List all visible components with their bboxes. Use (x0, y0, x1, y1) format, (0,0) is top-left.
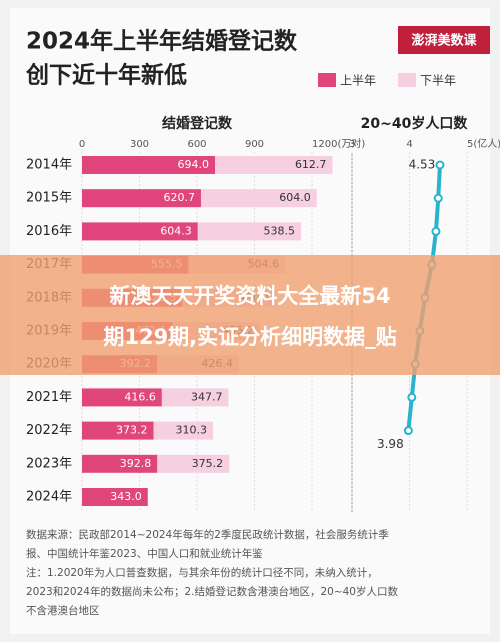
note: 2023和2024年的数据尚未公布；2.结婚登记数含港澳台地区，20~40岁人口… (26, 585, 398, 598)
x-tick-label: 3 (349, 139, 355, 150)
y-tick-label: 2015年 (26, 191, 72, 206)
banner-text: 新澳天天开奖资料大全最新54 (109, 284, 390, 308)
legend-swatch (398, 73, 416, 87)
x-tick-label: 0 (79, 139, 85, 150)
data-label: 3.98 (377, 437, 404, 451)
x-tick-label: 5(亿人) (467, 137, 500, 150)
bar (215, 156, 333, 174)
title-line: 2024年上半年结婚登记数 (26, 28, 298, 55)
x-tick-label: 4 (406, 139, 412, 150)
chart-subtitle: 结婚登记数 (162, 115, 233, 132)
x-tick-label: 300 (130, 139, 149, 150)
logo-box (398, 26, 490, 54)
bar (197, 222, 302, 241)
data-label: 604.3 (160, 224, 192, 237)
bar (82, 156, 216, 174)
bar (82, 488, 148, 506)
data-label: 612.7 (295, 158, 327, 171)
banner-text: 期129期,实证分析细明数据_贴 (103, 325, 396, 349)
bar (82, 388, 162, 407)
note: 报、中国统计年鉴2023、中国人口和就业统计年鉴 (26, 547, 263, 560)
y-tick-label: 2016年 (26, 224, 72, 239)
bar (161, 388, 229, 407)
data-label: 373.2 (116, 424, 148, 437)
point (407, 392, 417, 402)
x-tick-label: 1200(万对) (312, 137, 365, 150)
data-label: 375.2 (192, 457, 224, 470)
y-tick-label: 2021年 (26, 390, 72, 405)
data-label: 347.7 (191, 390, 223, 403)
data-label: 604.0 (279, 191, 311, 204)
data-label: 620.7 (163, 191, 195, 204)
data-label: 343.0 (110, 490, 142, 503)
note: 数据来源：民政部2014~2024年每年的2季度民政统计数据，社会服务统计季 (26, 528, 389, 541)
bar (157, 454, 230, 473)
legend-label: 下半年 (420, 74, 456, 88)
banner-band (0, 255, 500, 375)
x-tick-label: 600 (187, 139, 206, 150)
y-tick-label: 2023年 (26, 456, 72, 471)
y-tick-label: 2024年 (26, 490, 72, 505)
data-label: 538.5 (264, 224, 296, 237)
bar (82, 454, 158, 473)
point (431, 226, 441, 236)
bar (82, 421, 154, 440)
data-label: 392.8 (120, 457, 152, 470)
legend-swatch (318, 73, 336, 87)
note: 注：1.2020年为人口普查数据，与其余年份的统计口径不同，未纳入统计， (26, 566, 378, 579)
x-tick-label: 900 (245, 139, 264, 150)
data-label: 4.53 (409, 158, 436, 172)
bar (153, 421, 214, 440)
logo: 澎湃美数课 (411, 33, 477, 49)
y-tick-label: 2014年 (26, 158, 72, 173)
y-tick-label: 2022年 (26, 423, 72, 438)
data-label: 694.0 (178, 158, 210, 171)
bar (82, 189, 201, 208)
title-line: 创下近十年新低 (25, 62, 187, 89)
note: 不含港澳台地区 (26, 604, 100, 617)
bar (82, 222, 198, 241)
data-label: 310.3 (176, 424, 208, 437)
data-label: 416.6 (124, 390, 156, 403)
chart-subtitle: 20~40岁人口数 (361, 115, 469, 132)
legend-label: 上半年 (340, 74, 376, 88)
point (403, 426, 413, 436)
point (435, 160, 445, 170)
bar (200, 189, 317, 208)
point (433, 193, 443, 203)
